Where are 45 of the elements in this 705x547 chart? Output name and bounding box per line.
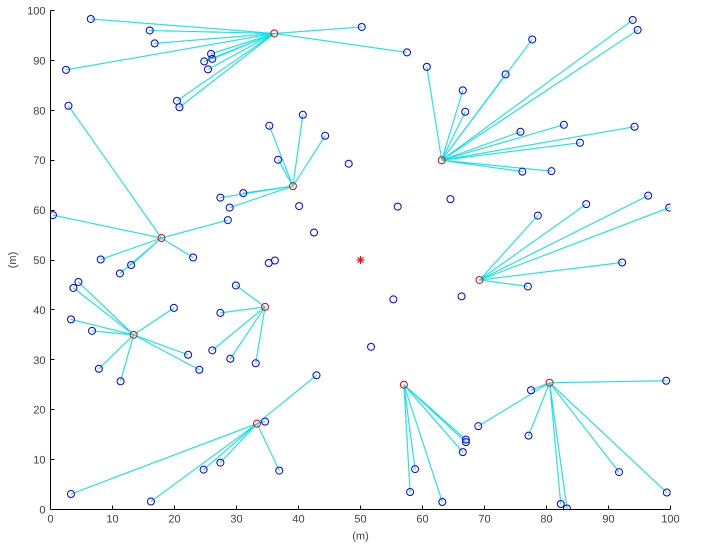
point: [546, 378, 554, 387]
x-tick-label: 0: [47, 514, 54, 526]
line-series: [70, 281, 200, 382]
x-tick-label: 60: [416, 514, 429, 526]
x-tick-label: 20: [168, 514, 181, 526]
y-tick-label: 20: [33, 404, 46, 417]
y-tick-label: 80: [33, 105, 46, 118]
y-tick-label: 70: [33, 155, 46, 168]
point: [400, 380, 408, 389]
x-tick-label: 70: [478, 514, 491, 526]
line-series: [403, 384, 466, 503]
x-tick-label: 80: [540, 514, 553, 526]
y-tick-label: 30: [33, 354, 46, 367]
point: [252, 420, 261, 428]
point: [270, 29, 278, 38]
point: [438, 156, 446, 164]
y-tick-label: 90: [33, 55, 46, 68]
x-tick-label: 90: [602, 514, 615, 526]
line-series: [220, 114, 326, 208]
point: [476, 276, 484, 284]
x-tick-label: 10: [106, 514, 119, 526]
line-series: [479, 195, 670, 287]
line-series: [212, 284, 266, 364]
x-tick-label: 50: [354, 514, 367, 526]
point: [288, 182, 297, 190]
point: [261, 302, 270, 311]
x-tick-label: 100: [661, 514, 680, 526]
y-tick-label: 50: [33, 255, 46, 267]
line-series: [52, 105, 228, 274]
line-series: [426, 19, 638, 172]
y-tick-label: 0: [39, 504, 46, 516]
y-axis-title: (m): [7, 252, 20, 268]
point: [356, 256, 365, 264]
point: [157, 234, 166, 242]
line-series: [478, 380, 668, 509]
line-series: [70, 374, 317, 502]
line-series: [66, 18, 408, 108]
x-tick-label: 40: [292, 514, 305, 526]
x-tick-label: 30: [230, 514, 243, 526]
y-tick-label: 10: [33, 454, 46, 467]
point: [130, 330, 138, 339]
y-tick-label: 40: [33, 304, 46, 317]
y-tick-label: 60: [33, 205, 46, 218]
y-tick-label: 100: [27, 6, 46, 18]
x-axis-title: (m): [352, 530, 369, 542]
